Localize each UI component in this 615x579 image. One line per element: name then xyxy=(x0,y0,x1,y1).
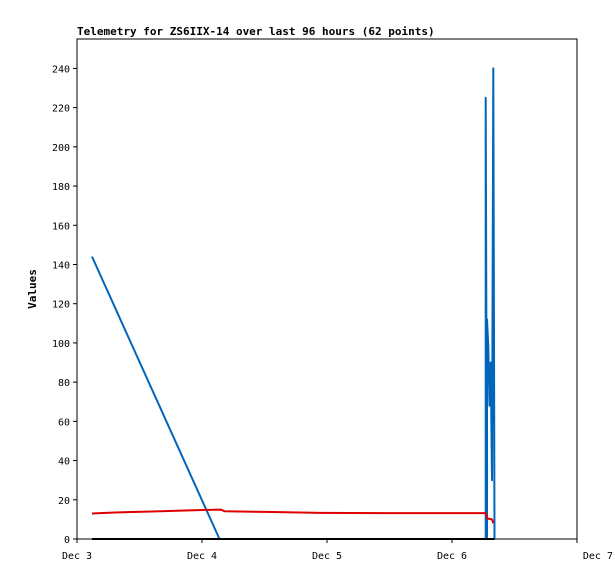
x-tick-label: Dec 7 xyxy=(583,551,613,562)
y-tick-label: 120 xyxy=(52,300,70,311)
x-tick-label: Dec 6 xyxy=(437,551,467,562)
series-layer xyxy=(91,67,496,540)
y-tick-label: 0 xyxy=(64,535,70,546)
x-tick-label: Dec 5 xyxy=(312,551,342,562)
y-tick-label: 200 xyxy=(52,143,70,154)
chart-title: Telemetry for ZS6IIX-14 over last 96 hou… xyxy=(77,25,435,38)
y-tick-label: 40 xyxy=(58,457,70,468)
y-axis-label: Values xyxy=(26,269,39,309)
y-tick-label: 60 xyxy=(58,417,70,428)
y-tick-label: 220 xyxy=(52,104,70,115)
y-tick-label: 80 xyxy=(58,378,70,389)
x-tick-label: Dec 3 xyxy=(62,551,92,562)
y-tick-label: 180 xyxy=(52,182,70,193)
y-axis: 0 20 40 60 80 100 120 140 160 180 200 220 240 xyxy=(52,64,77,546)
x-tick-label: Dec 4 xyxy=(187,551,217,562)
y-tick-label: 160 xyxy=(52,221,70,232)
series-line-2 xyxy=(91,508,495,524)
y-tick-label: 240 xyxy=(52,64,70,75)
y-tick-label: 100 xyxy=(52,339,70,350)
y-tick-label: 20 xyxy=(58,496,70,507)
y-tick-label: 140 xyxy=(52,260,70,271)
